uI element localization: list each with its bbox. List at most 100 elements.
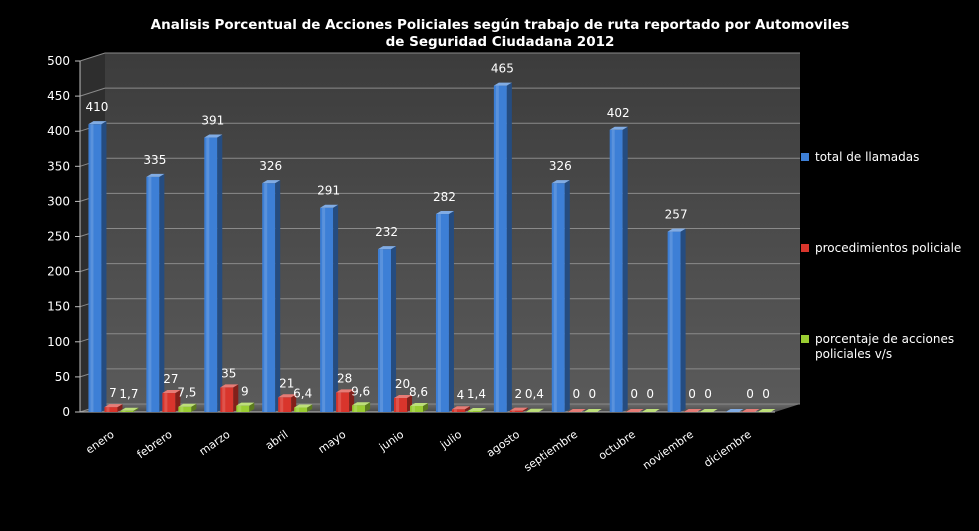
bar-top [451, 406, 470, 410]
data-label: 0 [646, 387, 654, 401]
data-label: 257 [665, 208, 688, 222]
bar-top [467, 408, 486, 412]
bar-side [680, 228, 686, 412]
bar [699, 409, 718, 412]
data-label: 1,7 [119, 387, 138, 401]
legend-swatch [801, 153, 809, 161]
bar [509, 407, 528, 412]
bar-side [448, 211, 454, 412]
bar-front [435, 214, 449, 412]
data-label: 2 [515, 387, 523, 401]
bar-side [506, 82, 512, 412]
bar-top [551, 180, 570, 184]
data-label: 326 [259, 159, 282, 173]
bar-side [622, 126, 628, 413]
bar-side [423, 402, 429, 412]
bar [741, 409, 760, 412]
data-label: 391 [201, 114, 224, 128]
bar [551, 180, 570, 412]
data-label: 8,6 [409, 385, 428, 399]
bar-highlight [106, 407, 110, 412]
y-tick-label: 100 [47, 335, 70, 349]
bar [525, 408, 544, 412]
legend: total de llamadas procedimientos policial… [801, 150, 961, 361]
bar-highlight [90, 124, 94, 413]
bar-top [667, 228, 686, 232]
bar-top [567, 409, 586, 412]
bar-front [451, 409, 465, 412]
bar-side [275, 180, 281, 412]
bar-top [725, 409, 744, 412]
bar-highlight [396, 397, 400, 412]
bar [683, 409, 702, 412]
bar [146, 173, 165, 412]
legend-label: porcentaje de acciones [815, 332, 954, 346]
bar-front [352, 405, 366, 412]
bar-side [133, 407, 139, 412]
bar-highlight [553, 183, 557, 412]
bar-highlight [495, 85, 499, 412]
bar-front [262, 183, 276, 412]
legend-label: policiales v/s [815, 347, 892, 361]
bar [467, 408, 486, 412]
bar-top [104, 404, 123, 408]
legend-label: procedimientos policiale [815, 241, 961, 255]
bar-highlight [222, 387, 226, 412]
data-label: 9 [241, 385, 249, 399]
bar-highlight [122, 410, 126, 412]
bar [236, 402, 255, 412]
bar-top [278, 394, 297, 398]
bar [394, 394, 413, 412]
y-tick-label: 150 [47, 300, 70, 314]
bar-front [278, 397, 292, 412]
bar [725, 409, 744, 412]
bar-top [699, 409, 718, 412]
bar-top [741, 409, 760, 412]
bar [262, 180, 281, 412]
data-label: 282 [433, 190, 456, 204]
bar-front [336, 392, 350, 412]
bar [609, 126, 628, 413]
bar-top [493, 82, 512, 86]
bar-highlight [511, 410, 515, 412]
bar [567, 409, 586, 412]
bar [320, 204, 339, 412]
bar-side [333, 204, 339, 412]
bar-highlight [453, 409, 457, 412]
data-label: 1,4 [467, 387, 486, 401]
bar-side [217, 134, 223, 412]
bar-top [88, 121, 107, 125]
bar-front [162, 393, 176, 412]
data-label: 4 [457, 388, 465, 402]
data-label: 27 [163, 372, 178, 386]
bar [625, 409, 644, 412]
bar [757, 409, 776, 412]
bar-top [162, 390, 181, 394]
bar-highlight [338, 392, 342, 412]
bar-side [307, 404, 313, 412]
bar-side [391, 246, 397, 412]
y-tick-label: 0 [62, 405, 70, 419]
data-label: 21 [279, 376, 294, 390]
bar-top [146, 173, 165, 177]
bar [352, 402, 371, 412]
bar-front [146, 176, 160, 412]
bar-front [120, 410, 134, 412]
bar [667, 228, 686, 412]
data-label: 0 [572, 387, 580, 401]
bar-side [522, 407, 528, 412]
legend-swatch [801, 244, 809, 252]
y-tick-label: 450 [47, 89, 70, 103]
bar-top [683, 409, 702, 412]
data-label: 402 [607, 106, 630, 120]
bar-highlight [180, 406, 184, 412]
bar [88, 121, 107, 413]
data-label: 326 [549, 159, 572, 173]
bar-top [320, 204, 339, 208]
bar-highlight [611, 129, 615, 412]
bar [641, 409, 660, 412]
bar-top [204, 134, 223, 138]
bar-highlight [296, 407, 300, 412]
bar-top [262, 180, 281, 184]
bar [120, 407, 139, 412]
